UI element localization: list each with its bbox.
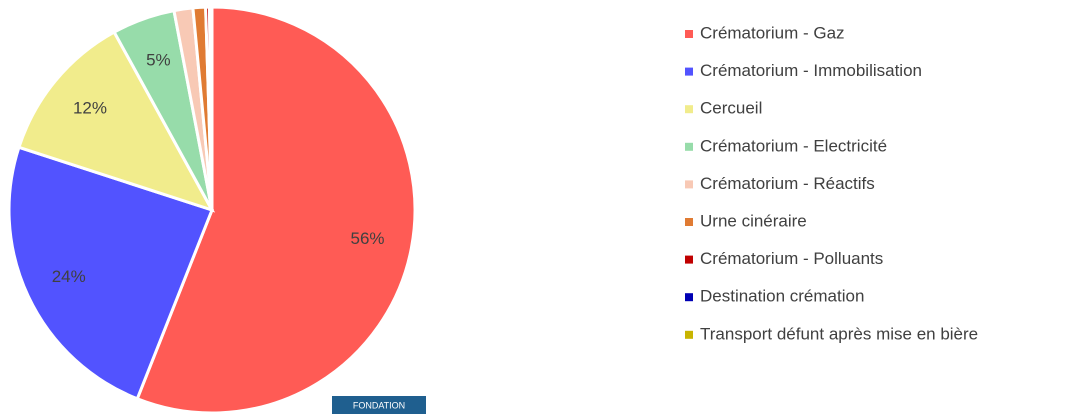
legend-swatch — [685, 180, 693, 189]
legend-swatch — [685, 293, 693, 302]
legend-swatch — [685, 330, 693, 339]
logo: FONDATION — [353, 400, 405, 410]
pie-slice — [7, 145, 214, 401]
pie-slice — [135, 5, 417, 414]
legend-label: Crématorium - Electricité — [700, 136, 887, 155]
legend-label: Urne cinéraire — [700, 211, 807, 230]
legend-label: Cercueil — [700, 99, 762, 118]
data-label: 24% — [52, 267, 86, 286]
pie-slice — [209, 5, 214, 211]
legend-swatch — [685, 218, 693, 226]
legend-label: Crématorium - Immobilisation — [700, 61, 922, 80]
legend-swatch — [685, 67, 693, 76]
data-label: 5% — [146, 51, 171, 70]
data-label: 12% — [73, 99, 107, 118]
legend-label: Destination crémation — [700, 287, 864, 306]
legend-swatch — [685, 142, 693, 151]
legend-label: Crématorium - Polluants — [700, 249, 883, 268]
legend-label: Transport défunt après mise en bière — [700, 324, 978, 343]
legend-label: Crématorium - Réactifs — [700, 174, 875, 193]
pie-slice — [17, 30, 216, 213]
data-label: 56% — [351, 229, 385, 248]
logo-box — [332, 396, 426, 414]
legend-swatch — [685, 255, 693, 264]
legend-swatch — [685, 105, 693, 114]
legend-swatch — [685, 30, 693, 38]
legend-label: Crématorium - Gaz — [700, 23, 845, 42]
